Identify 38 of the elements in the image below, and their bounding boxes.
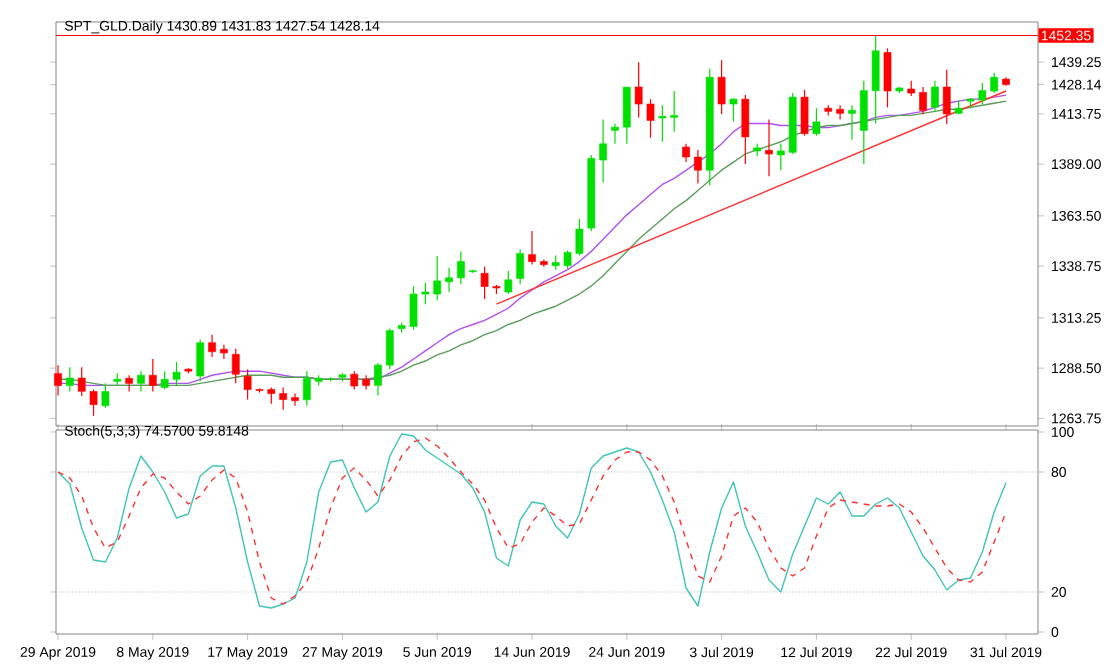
candlestick bbox=[208, 334, 216, 358]
candlestick bbox=[883, 47, 892, 108]
candlestick bbox=[729, 97, 738, 123]
candlestick bbox=[350, 370, 359, 391]
candlestick bbox=[291, 392, 299, 407]
candlestick bbox=[385, 327, 394, 370]
candlestick bbox=[148, 358, 157, 393]
candlestick bbox=[919, 86, 927, 115]
candlestick bbox=[741, 94, 750, 165]
candlestick bbox=[303, 370, 311, 407]
candlestick bbox=[101, 382, 110, 409]
candlestick bbox=[445, 267, 453, 293]
candlestick bbox=[800, 89, 809, 137]
candlestick bbox=[196, 338, 205, 382]
candlestick bbox=[848, 104, 856, 141]
candlestick bbox=[137, 370, 145, 393]
candlestick bbox=[516, 248, 525, 285]
candlestick bbox=[66, 366, 74, 393]
candlestick bbox=[694, 149, 702, 184]
candlestick bbox=[374, 362, 382, 397]
candlestick bbox=[765, 118, 773, 177]
candlestick bbox=[125, 374, 133, 393]
candlestick bbox=[220, 344, 228, 360]
candlestick bbox=[682, 143, 690, 163]
candlestick bbox=[54, 364, 62, 397]
candlestick bbox=[812, 107, 821, 137]
candlestick bbox=[231, 348, 240, 384]
candlestick bbox=[622, 86, 631, 145]
candlestick bbox=[777, 143, 785, 171]
candlestick bbox=[717, 59, 726, 115]
candlestick bbox=[942, 69, 951, 125]
candlestick bbox=[504, 270, 513, 295]
candlestick bbox=[457, 250, 465, 285]
candlestick bbox=[528, 230, 536, 266]
candlestick bbox=[836, 104, 844, 121]
candlestick bbox=[931, 80, 939, 112]
candlestick bbox=[611, 122, 619, 145]
candlestick bbox=[599, 118, 607, 183]
